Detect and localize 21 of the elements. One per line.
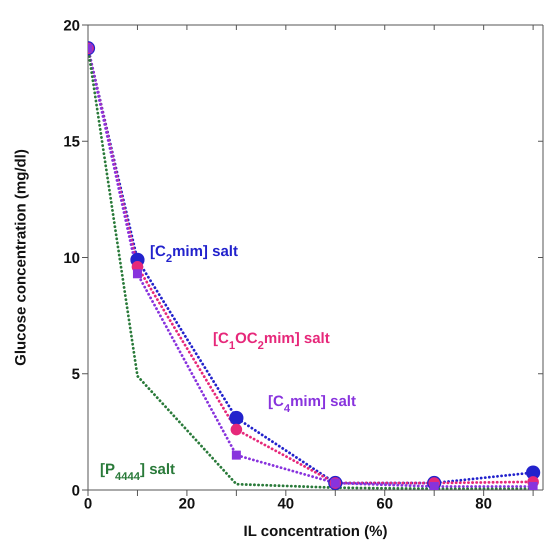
x-tick-label: 40 bbox=[277, 496, 294, 513]
point bbox=[528, 482, 538, 490]
x-tick-label: 80 bbox=[475, 496, 492, 513]
text: [C$_{4}$mim] salt bbox=[268, 393, 356, 415]
x-tick-label: 20 bbox=[178, 496, 196, 513]
y-tick-label: 15 bbox=[63, 134, 80, 151]
y-axis-title: Glucose concentration (mg/dl) bbox=[12, 149, 30, 366]
series-label: [C$_{2}$mim] salt bbox=[150, 243, 238, 265]
y-tick-label: 0 bbox=[72, 482, 80, 500]
point bbox=[232, 450, 241, 460]
x-tick-label: 60 bbox=[376, 496, 394, 513]
point bbox=[230, 424, 242, 436]
y-tick-label: 20 bbox=[63, 17, 80, 34]
x-tick-label: 0 bbox=[84, 496, 92, 513]
point bbox=[132, 269, 142, 278]
x-axis-title: IL concentration (%) bbox=[244, 523, 388, 540]
point bbox=[229, 410, 244, 426]
series-label: [P$_{4444}$] salt bbox=[100, 461, 176, 483]
y-tick-label: 10 bbox=[63, 250, 80, 267]
y-tick-label: 5 bbox=[72, 366, 80, 384]
series-label: [C$_{1}$OC$_{2}$mim] salt bbox=[213, 330, 330, 352]
